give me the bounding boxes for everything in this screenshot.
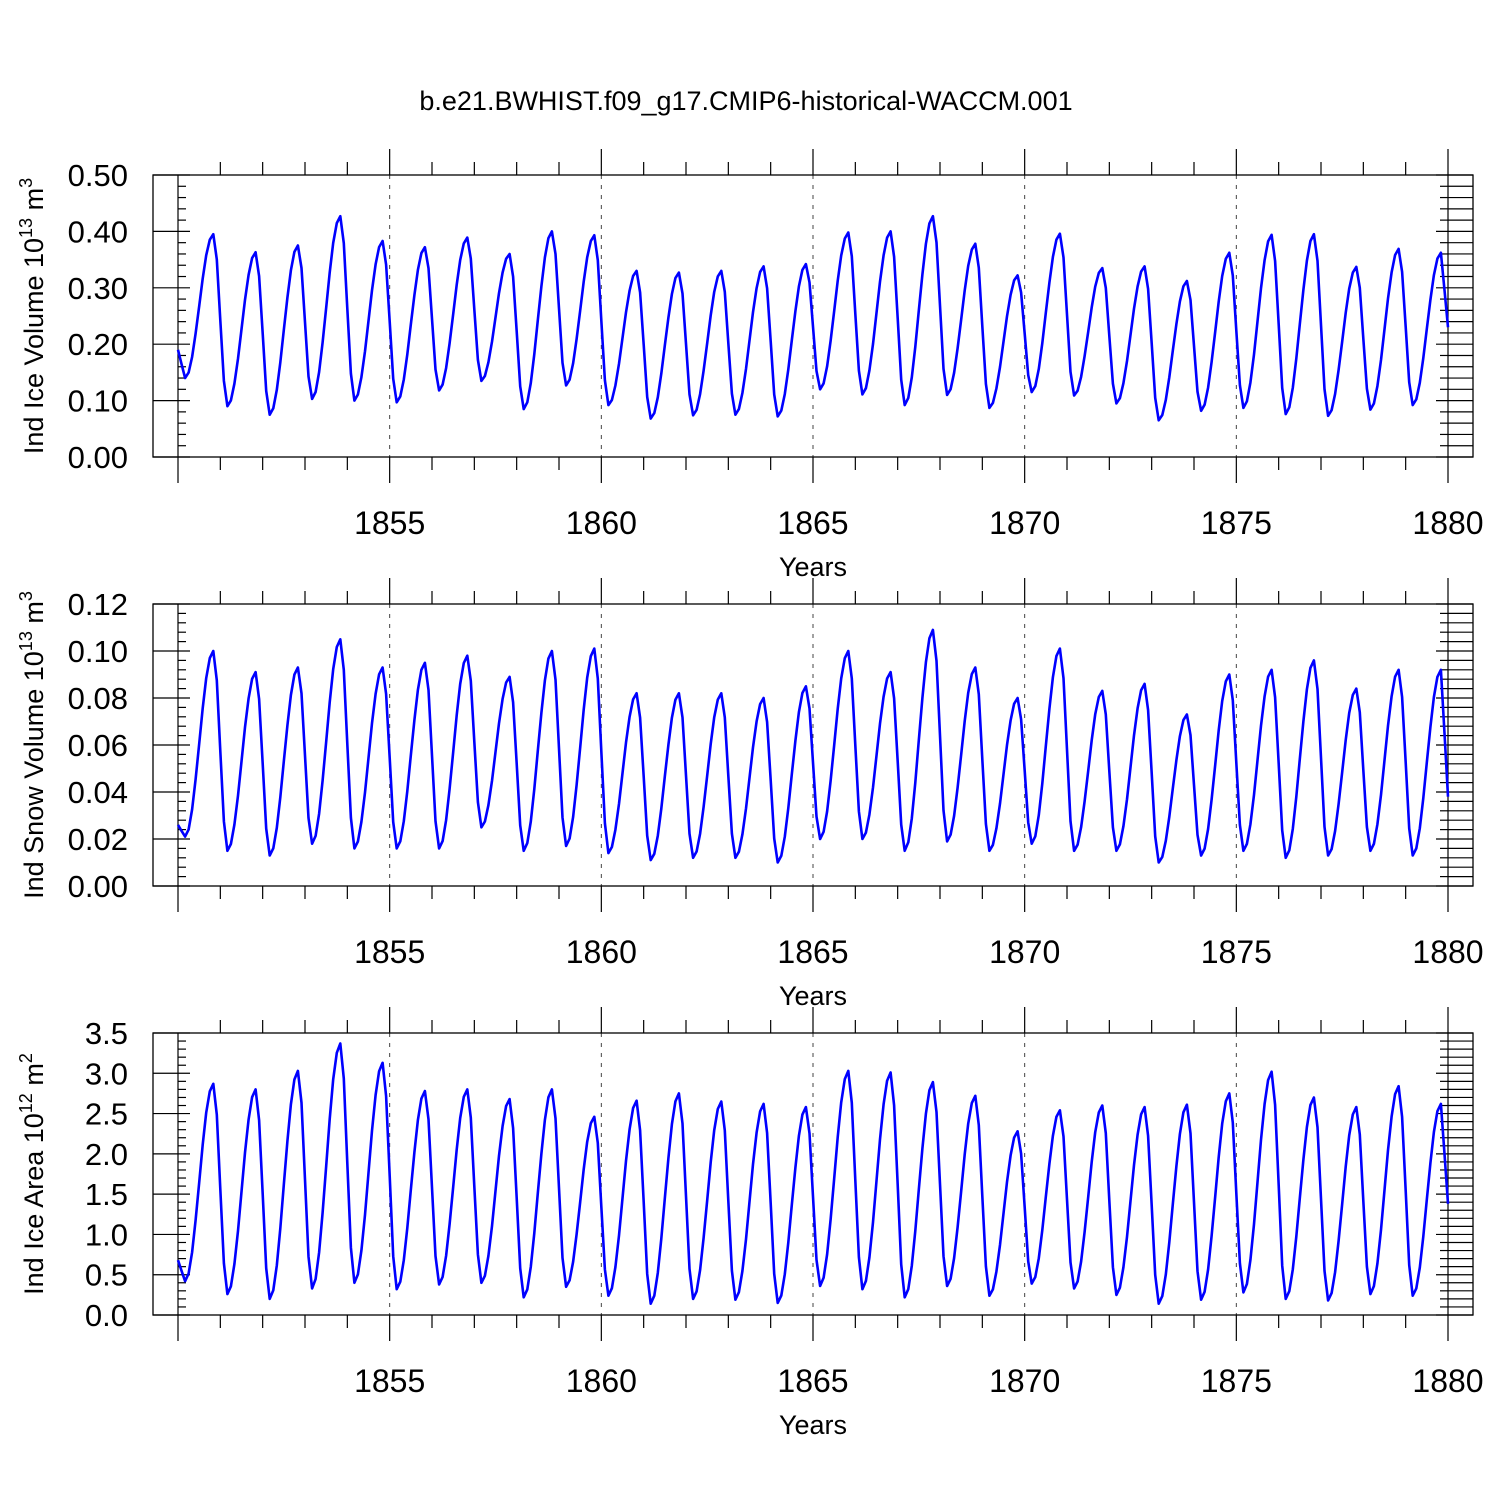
y-tick-label: 0.08 <box>68 681 128 716</box>
figure-title: b.e21.BWHIST.f09_g17.CMIP6-historical-WA… <box>419 86 1072 116</box>
x-tick-label: 1880 <box>1412 1363 1483 1399</box>
y-axis-title-exponent: 12 <box>16 1093 36 1113</box>
data-series-line <box>176 1042 1450 1305</box>
x-tick-label: 1865 <box>777 505 848 541</box>
y-axis-title: Ind Ice Volume 1013 m3 <box>16 178 49 454</box>
data-series-line <box>176 214 1450 422</box>
y-tick-label: 0.20 <box>68 327 128 362</box>
y-tick-label: 0.5 <box>85 1258 128 1293</box>
y-tick-label: 2.5 <box>85 1097 128 1132</box>
y-axis-title-exponent: 13 <box>16 631 36 651</box>
x-tick-label: 1860 <box>566 505 637 541</box>
x-tick-label: 1870 <box>989 934 1060 970</box>
y-tick-label: 1.5 <box>85 1177 128 1212</box>
x-tick-label: 1865 <box>777 934 848 970</box>
panels: 0.00 0.10 0.20 0.30 0.40 0.50 1855 1860 1865 1870… <box>16 149 1484 1440</box>
x-tick-label: 1875 <box>1201 1363 1272 1399</box>
data-series-line <box>176 628 1450 864</box>
y-tick-label: 3.5 <box>85 1016 128 1051</box>
y-tick-label: 0.06 <box>68 728 128 763</box>
y-tick-label: 0.10 <box>68 384 128 419</box>
x-tick-label: 1875 <box>1201 934 1272 970</box>
y-axis-title-unit-exponent: 3 <box>16 591 36 601</box>
x-tick-label: 1875 <box>1201 505 1272 541</box>
y-axis-title-unit: m <box>19 1063 49 1093</box>
y-tick-label: 1.0 <box>85 1217 128 1252</box>
y-axis-title: Ind Snow Volume 1013 m3 <box>16 591 49 899</box>
y-tick-label: 0.00 <box>68 869 128 904</box>
y-tick-label: 0.0 <box>85 1298 128 1333</box>
x-tick-label: 1860 <box>566 934 637 970</box>
y-axis-title-unit-exponent: 3 <box>16 178 36 188</box>
y-tick-label: 0.02 <box>68 822 128 857</box>
x-axis-title: Years <box>779 981 847 1011</box>
x-tick-label: 1855 <box>354 934 425 970</box>
y-axis-title-unit-exponent: 2 <box>16 1053 36 1063</box>
y-axis-title-unit: m <box>19 188 49 218</box>
x-tick-label: 1870 <box>989 505 1060 541</box>
y-tick-label: 2.0 <box>85 1137 128 1172</box>
y-axis-title: Ind Ice Area 1012 m2 <box>16 1053 49 1295</box>
y-axis-title-exponent: 13 <box>16 218 36 238</box>
y-axis-title-text: Ind Ice Volume 10 <box>19 238 49 454</box>
y-axis-title-text: Ind Ice Area 10 <box>19 1113 49 1295</box>
chart-panel-1: 0.00 0.10 0.20 0.30 0.40 0.50 1855 1860 1865 1870… <box>16 149 1484 582</box>
y-axis-title-unit: m <box>19 601 49 631</box>
y-tick-label: 0.04 <box>68 775 128 810</box>
y-tick-label: 0.40 <box>68 214 128 249</box>
x-axis-title: Years <box>779 552 847 582</box>
x-tick-label: 1880 <box>1412 505 1483 541</box>
chart-panel-2: 0.00 0.02 0.04 0.06 0.08 0.10 0.12 1855 1860 1865… <box>16 578 1484 1011</box>
x-tick-label: 1865 <box>777 1363 848 1399</box>
x-tick-label: 1870 <box>989 1363 1060 1399</box>
y-tick-label: 0.10 <box>68 634 128 669</box>
y-tick-label: 0.50 <box>68 158 128 193</box>
x-tick-label: 1855 <box>354 1363 425 1399</box>
y-tick-label: 3.0 <box>85 1056 128 1091</box>
y-tick-label: 0.12 <box>68 587 128 622</box>
chart-panel-3: 0.0 0.5 1.0 1.5 2.0 2.5 3.0 3.5 1855 1860 1865 1870… <box>16 1007 1484 1440</box>
x-axis-title: Years <box>779 1410 847 1440</box>
x-tick-label: 1855 <box>354 505 425 541</box>
y-tick-label: 0.30 <box>68 271 128 306</box>
x-tick-label: 1860 <box>566 1363 637 1399</box>
y-tick-label: 0.00 <box>68 440 128 475</box>
y-axis-title-text: Ind Snow Volume 10 <box>19 651 49 899</box>
x-tick-label: 1880 <box>1412 934 1483 970</box>
